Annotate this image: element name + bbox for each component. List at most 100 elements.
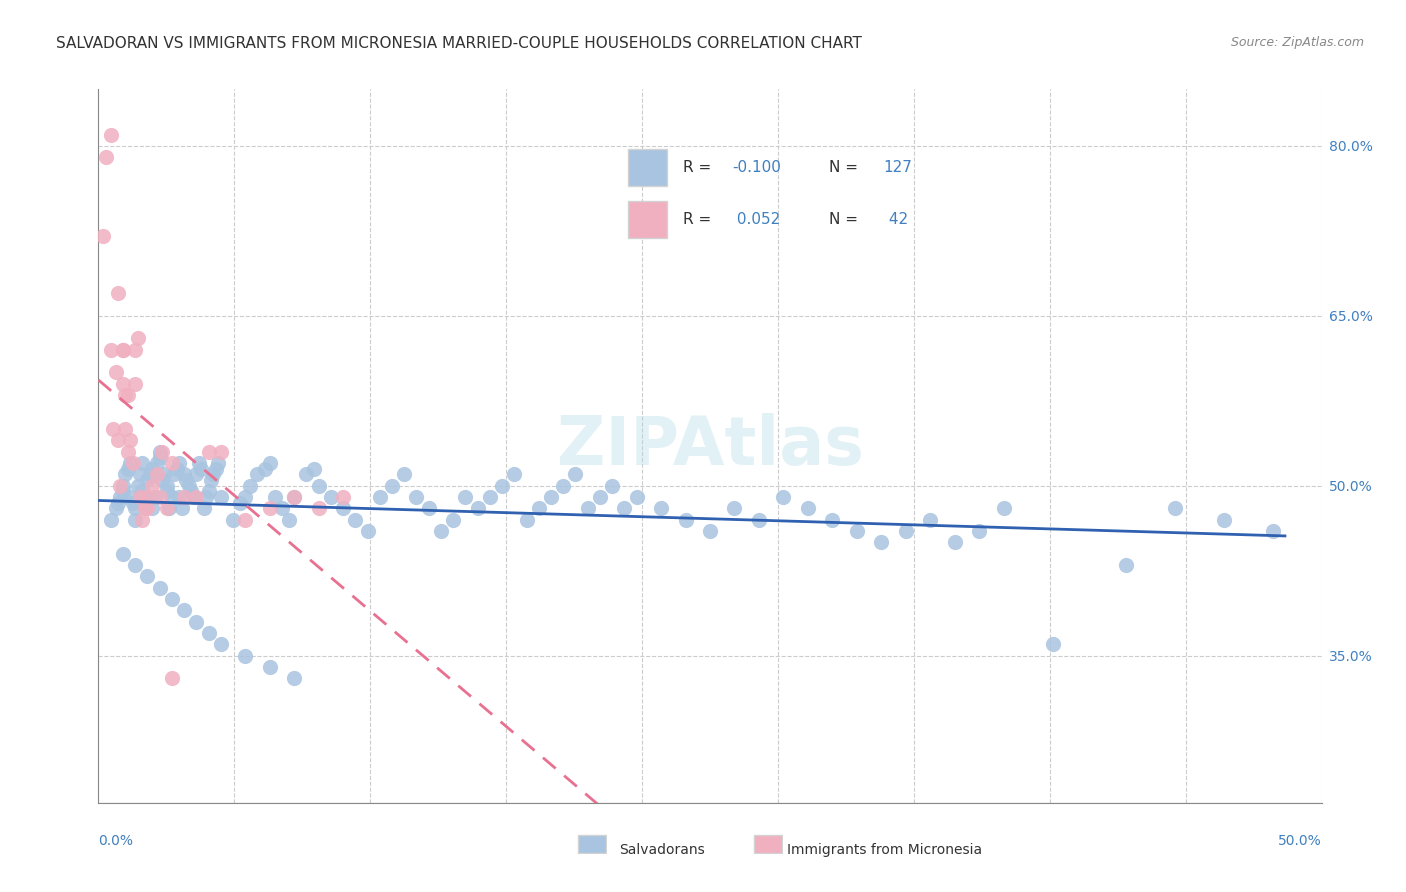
Point xyxy=(134,495,156,509)
Text: 50.0%: 50.0% xyxy=(1278,834,1322,848)
Point xyxy=(894,524,917,538)
Point xyxy=(120,456,142,470)
Point xyxy=(797,501,820,516)
Point xyxy=(186,490,208,504)
Point xyxy=(441,513,464,527)
Point xyxy=(124,558,146,572)
Point xyxy=(131,456,153,470)
Text: Source: ZipAtlas.com: Source: ZipAtlas.com xyxy=(1230,36,1364,49)
Point xyxy=(146,467,169,482)
Point xyxy=(527,501,550,516)
Text: R =: R = xyxy=(683,160,717,175)
Point xyxy=(229,495,252,509)
Point xyxy=(222,513,245,527)
Point xyxy=(675,513,697,527)
Point xyxy=(136,569,159,583)
Point xyxy=(503,467,526,482)
Point xyxy=(167,490,190,504)
Point xyxy=(233,513,256,527)
Point xyxy=(173,603,195,617)
Point xyxy=(1212,513,1234,527)
Point xyxy=(772,490,794,504)
Point xyxy=(136,490,159,504)
Point xyxy=(967,524,990,538)
Point xyxy=(209,637,232,651)
Point xyxy=(650,501,672,516)
Point xyxy=(197,626,219,640)
Point xyxy=(136,490,159,504)
Point xyxy=(600,478,623,492)
Point xyxy=(101,422,124,436)
Point xyxy=(589,490,612,504)
Point xyxy=(368,490,391,504)
Point xyxy=(110,478,132,492)
Point xyxy=(205,461,228,475)
Point xyxy=(167,456,190,470)
Text: 0.0%: 0.0% xyxy=(98,834,134,848)
Point xyxy=(430,524,453,538)
Point xyxy=(131,484,153,499)
Point xyxy=(176,473,198,487)
FancyBboxPatch shape xyxy=(628,201,668,238)
Point xyxy=(418,501,440,516)
Point xyxy=(107,434,129,448)
Text: Salvadorans: Salvadorans xyxy=(619,843,704,857)
Text: N =: N = xyxy=(830,212,863,227)
Point xyxy=(186,615,208,629)
Point xyxy=(263,490,285,504)
Point xyxy=(100,513,122,527)
Point xyxy=(253,461,276,475)
Point xyxy=(302,461,325,475)
Point xyxy=(1164,501,1187,516)
Point xyxy=(821,513,844,527)
Point xyxy=(197,484,219,499)
Point xyxy=(564,467,586,482)
Point xyxy=(723,501,745,516)
Point xyxy=(153,467,176,482)
Point xyxy=(146,456,169,470)
Point xyxy=(149,444,172,458)
Point xyxy=(207,456,229,470)
Point xyxy=(283,671,305,685)
Point xyxy=(454,490,477,504)
Point xyxy=(195,490,218,504)
Point xyxy=(283,490,305,504)
Point xyxy=(110,490,132,504)
FancyBboxPatch shape xyxy=(754,835,782,853)
Point xyxy=(107,495,129,509)
Point xyxy=(491,478,513,492)
Point xyxy=(1115,558,1137,572)
Point xyxy=(124,501,146,516)
Point xyxy=(332,501,354,516)
Point xyxy=(127,331,149,345)
Point xyxy=(209,444,232,458)
Point xyxy=(150,444,173,458)
Point xyxy=(157,501,180,516)
Text: SALVADORAN VS IMMIGRANTS FROM MICRONESIA MARRIED-COUPLE HOUSEHOLDS CORRELATION C: SALVADORAN VS IMMIGRANTS FROM MICRONESIA… xyxy=(56,36,862,51)
Point xyxy=(149,450,172,465)
Point xyxy=(150,473,173,487)
Point xyxy=(193,501,215,516)
Point xyxy=(131,513,153,527)
Point xyxy=(163,467,186,482)
Point xyxy=(392,467,416,482)
Point xyxy=(100,128,122,142)
FancyBboxPatch shape xyxy=(628,149,668,186)
Text: 42: 42 xyxy=(884,212,908,227)
FancyBboxPatch shape xyxy=(578,835,606,853)
Text: ZIPAtlas: ZIPAtlas xyxy=(557,413,863,479)
Point xyxy=(160,456,183,470)
Point xyxy=(173,490,195,504)
Point xyxy=(149,490,172,504)
Point xyxy=(259,660,281,674)
Point xyxy=(540,490,562,504)
Point xyxy=(111,478,134,492)
Point xyxy=(246,467,269,482)
Point xyxy=(209,490,232,504)
Point xyxy=(278,513,301,527)
Point xyxy=(308,478,330,492)
Point xyxy=(114,388,136,402)
Point xyxy=(160,671,183,685)
Point xyxy=(332,490,354,504)
Point xyxy=(308,501,330,516)
